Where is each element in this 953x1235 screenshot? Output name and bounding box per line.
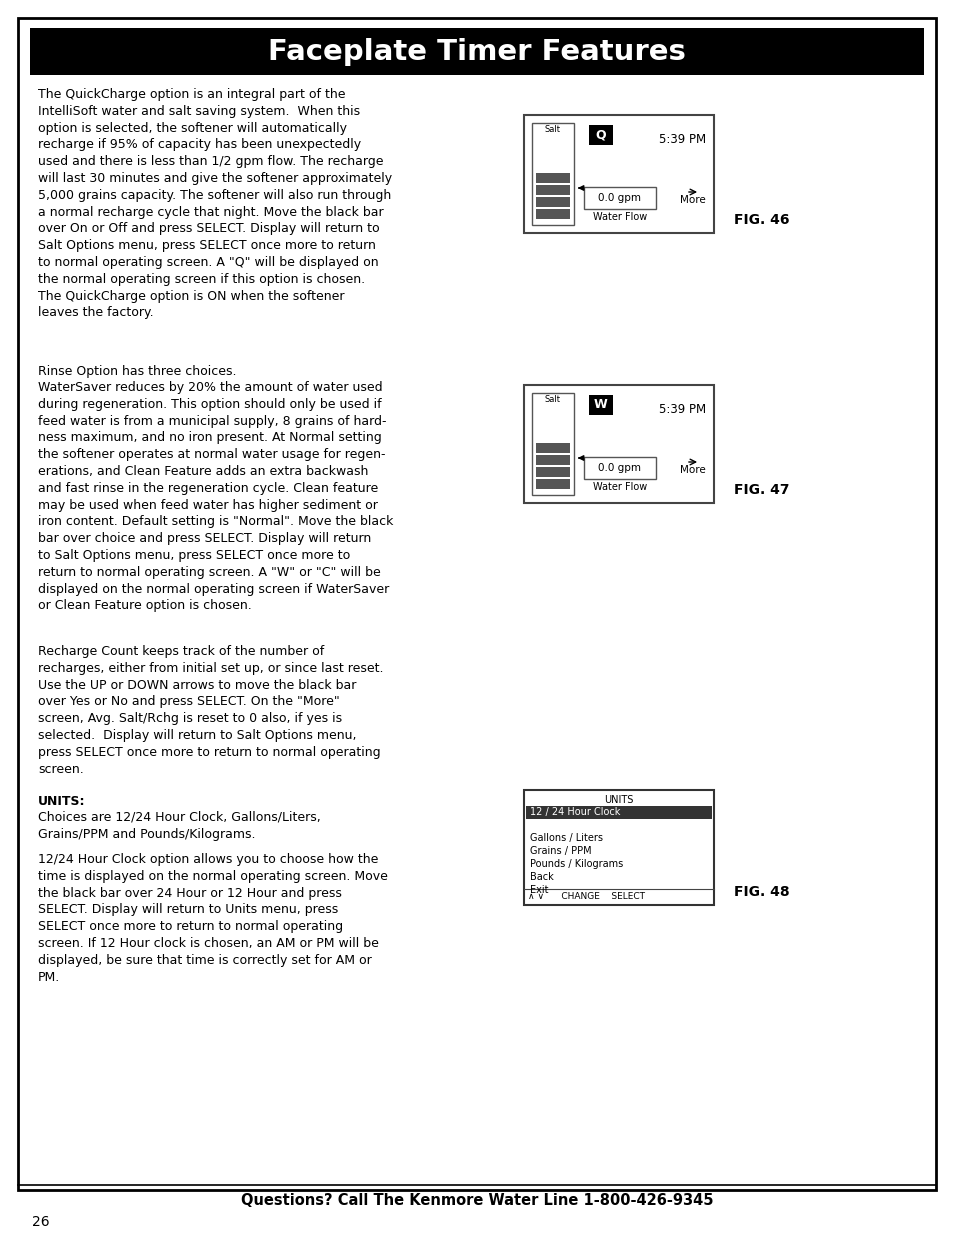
Text: The QuickCharge option is an integral part of the
IntelliSoft water and salt sav: The QuickCharge option is an integral pa… bbox=[38, 88, 392, 320]
Bar bbox=[536, 185, 569, 195]
Bar bbox=[588, 395, 613, 415]
Bar bbox=[30, 28, 923, 75]
Text: Rinse Option has three choices.: Rinse Option has three choices. bbox=[38, 366, 236, 378]
Text: FIG. 48: FIG. 48 bbox=[733, 885, 789, 899]
Text: Faceplate Timer Features: Faceplate Timer Features bbox=[268, 37, 685, 65]
Text: Pounds / Kilograms: Pounds / Kilograms bbox=[530, 860, 622, 869]
Bar bbox=[523, 790, 713, 905]
Text: Back: Back bbox=[530, 872, 553, 882]
Text: 0.0 gpm: 0.0 gpm bbox=[598, 193, 640, 203]
Text: Choices are 12/24 Hour Clock, Gallons/Liters,
Grains/PPM and Pounds/Kilograms.: Choices are 12/24 Hour Clock, Gallons/Li… bbox=[38, 811, 320, 841]
Text: Water Flow: Water Flow bbox=[592, 482, 646, 492]
Text: Questions? Call The Kenmore Water Line 1-800-426-9345: Questions? Call The Kenmore Water Line 1… bbox=[240, 1193, 713, 1208]
Text: 5:39 PM: 5:39 PM bbox=[659, 133, 705, 146]
Bar bbox=[525, 806, 711, 819]
Bar bbox=[536, 173, 569, 183]
Bar bbox=[536, 467, 569, 477]
Bar bbox=[523, 115, 713, 233]
Text: WaterSaver reduces by 20% the amount of water used
during regeneration. This opt: WaterSaver reduces by 20% the amount of … bbox=[38, 382, 393, 613]
Bar bbox=[583, 186, 656, 209]
Text: 12 / 24 Hour Clock: 12 / 24 Hour Clock bbox=[530, 806, 619, 818]
Bar bbox=[532, 124, 574, 225]
Text: FIG. 47: FIG. 47 bbox=[733, 483, 789, 496]
Bar bbox=[536, 209, 569, 219]
Text: ∧ ∨      CHANGE    SELECT: ∧ ∨ CHANGE SELECT bbox=[527, 892, 644, 902]
Bar bbox=[588, 125, 613, 144]
Text: Gallons / Liters: Gallons / Liters bbox=[530, 832, 602, 844]
Text: UNITS: UNITS bbox=[603, 795, 633, 805]
Text: 5:39 PM: 5:39 PM bbox=[659, 403, 705, 416]
Text: W: W bbox=[594, 399, 607, 411]
Text: Water Flow: Water Flow bbox=[592, 212, 646, 222]
Text: Recharge Count keeps track of the number of
recharges, either from initial set u: Recharge Count keeps track of the number… bbox=[38, 645, 383, 776]
Text: UNITS:: UNITS: bbox=[38, 795, 86, 808]
Text: 12/24 Hour Clock option allows you to choose how the
time is displayed on the no: 12/24 Hour Clock option allows you to ch… bbox=[38, 853, 388, 983]
Text: FIG. 46: FIG. 46 bbox=[733, 212, 789, 227]
Bar bbox=[583, 457, 656, 479]
Text: 0.0 gpm: 0.0 gpm bbox=[598, 463, 640, 473]
Text: Grains / PPM: Grains / PPM bbox=[530, 846, 591, 856]
Text: More: More bbox=[679, 466, 705, 475]
Bar bbox=[536, 198, 569, 207]
Text: Salt: Salt bbox=[544, 395, 560, 404]
Bar bbox=[532, 393, 574, 495]
Text: 26: 26 bbox=[32, 1215, 50, 1229]
Text: Salt: Salt bbox=[544, 125, 560, 135]
Bar bbox=[536, 479, 569, 489]
Bar bbox=[536, 443, 569, 453]
Bar bbox=[523, 385, 713, 503]
Text: Exit: Exit bbox=[530, 885, 548, 895]
Text: Q: Q bbox=[595, 128, 606, 142]
Bar bbox=[536, 454, 569, 466]
Text: More: More bbox=[679, 195, 705, 205]
